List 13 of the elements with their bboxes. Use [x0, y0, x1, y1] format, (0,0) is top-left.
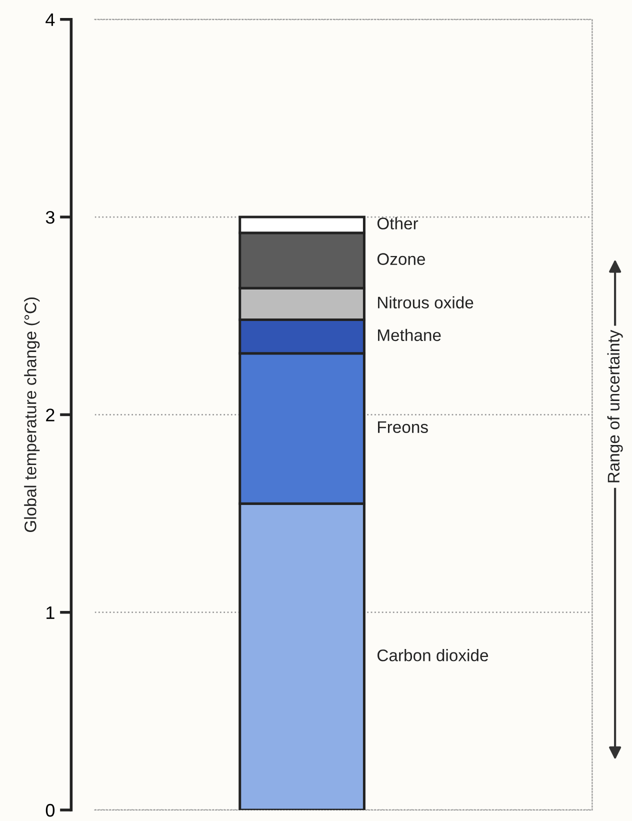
y-axis-title: Global temperature change (°C): [24, 298, 40, 532]
series-label: Nitrous oxide: [378, 296, 474, 308]
series-label: Carbon dioxide: [377, 649, 488, 662]
y-tick-label: 4: [46, 13, 55, 26]
y-tick-label: 1: [46, 606, 54, 619]
text: Range of uncertainty: [607, 330, 623, 482]
y-tick-label: 2: [46, 408, 54, 422]
y-tick-label: 3: [46, 210, 54, 224]
y-tick-label: 0: [46, 804, 55, 817]
series-label: Methane: [378, 328, 441, 342]
series-label: Ozone: [377, 253, 426, 265]
series-label: Other: [377, 217, 418, 230]
series-label: Freons: [378, 421, 428, 433]
